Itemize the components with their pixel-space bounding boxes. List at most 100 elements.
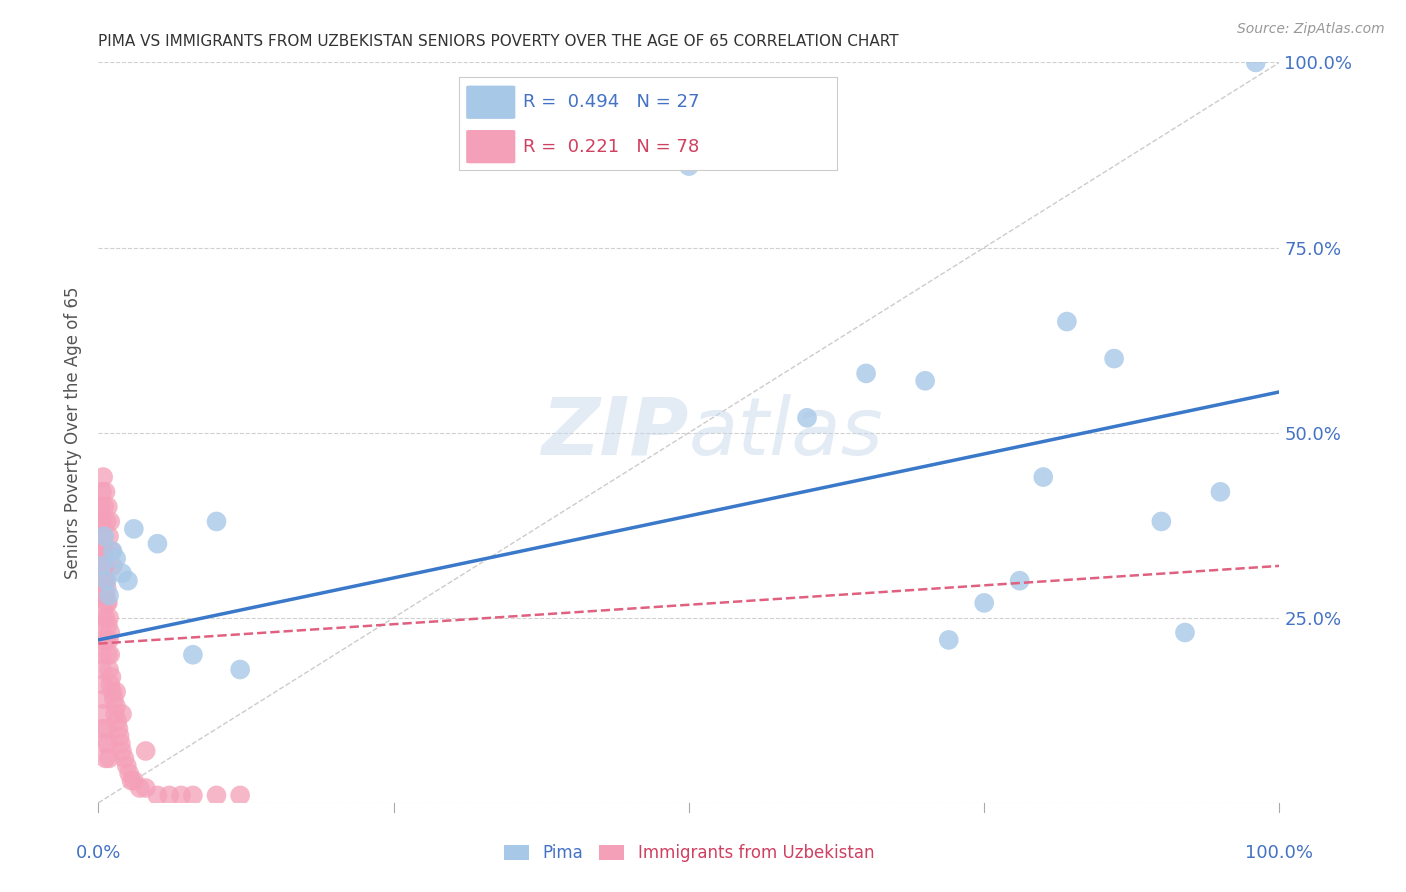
Point (121, 773, 143, 788)
Point (678, 159, 700, 173)
Point (146, 789, 169, 803)
Point (101, 544, 124, 558)
Text: ZIP: ZIP (541, 393, 689, 472)
Point (97, 737, 120, 751)
Point (98, 515, 121, 529)
Point (122, 773, 145, 788)
Point (91, 706, 114, 721)
Point (91, 515, 114, 529)
Text: atlas: atlas (689, 393, 884, 472)
Point (90, 500, 112, 514)
Point (94, 484, 117, 499)
Point (91, 529, 114, 543)
Point (973, 596, 995, 610)
Point (91, 529, 114, 543)
Point (105, 685, 128, 699)
Point (91, 470, 114, 484)
Point (229, 789, 252, 803)
Point (111, 744, 134, 758)
Point (111, 566, 134, 581)
Point (96, 596, 118, 610)
Point (91, 663, 114, 677)
Point (94, 751, 117, 765)
Point (96, 632, 118, 647)
Point (94, 574, 117, 588)
Point (101, 558, 124, 573)
Point (1209, 484, 1232, 499)
Point (98, 677, 121, 691)
Point (1102, 351, 1125, 366)
Legend: Pima, Immigrants from Uzbekistan: Pima, Immigrants from Uzbekistan (496, 838, 882, 869)
Point (91, 618, 114, 632)
Point (105, 699, 128, 714)
Point (1056, 314, 1078, 328)
Text: 100.0%: 100.0% (1246, 844, 1313, 862)
Point (181, 648, 204, 662)
Point (122, 522, 145, 536)
Point (105, 551, 128, 566)
Point (181, 789, 204, 803)
Point (1150, 515, 1173, 529)
Point (117, 574, 139, 588)
Point (100, 544, 122, 558)
Point (93, 500, 115, 514)
Point (101, 685, 124, 699)
Point (112, 751, 135, 765)
Point (91, 603, 114, 617)
Point (104, 706, 127, 721)
Point (108, 729, 131, 743)
Point (1032, 470, 1054, 484)
Point (96, 515, 118, 529)
Point (128, 780, 150, 795)
Point (97, 648, 120, 662)
Point (170, 789, 193, 803)
Point (94, 544, 117, 558)
Text: 0.0%: 0.0% (76, 844, 121, 862)
Point (914, 374, 936, 388)
Point (91, 558, 114, 573)
Point (98, 610, 121, 624)
Point (91, 484, 114, 499)
Point (93, 692, 115, 706)
Point (94, 589, 117, 603)
Point (98, 751, 121, 765)
Point (93, 529, 115, 543)
Point (91, 677, 114, 691)
Point (855, 367, 877, 381)
Point (103, 692, 125, 706)
Point (93, 574, 115, 588)
Point (90, 648, 112, 662)
Point (115, 758, 138, 772)
Point (205, 789, 228, 803)
Point (93, 558, 115, 573)
Text: PIMA VS IMMIGRANTS FROM UZBEKISTAN SENIORS POVERTY OVER THE AGE OF 65 CORRELATIO: PIMA VS IMMIGRANTS FROM UZBEKISTAN SENIO… (98, 34, 898, 49)
Point (111, 706, 134, 721)
Point (93, 574, 115, 588)
Point (118, 766, 141, 780)
Point (91, 722, 114, 736)
Point (107, 722, 129, 736)
Point (146, 536, 169, 550)
Point (135, 780, 157, 795)
Point (90, 515, 112, 529)
Point (97, 618, 120, 632)
Point (157, 789, 180, 803)
Point (91, 544, 114, 558)
Point (98, 663, 121, 677)
Point (98, 589, 121, 603)
Point (96, 581, 118, 595)
Point (98, 632, 121, 647)
Point (93, 544, 115, 558)
Point (105, 714, 128, 729)
Point (229, 663, 252, 677)
Point (97, 500, 120, 514)
Point (96, 722, 118, 736)
Point (98, 625, 121, 640)
Point (205, 515, 228, 529)
Point (1008, 574, 1031, 588)
Point (100, 670, 122, 684)
Text: Source: ZipAtlas.com: Source: ZipAtlas.com (1237, 22, 1385, 37)
Point (97, 596, 120, 610)
Point (90, 632, 112, 647)
Point (93, 589, 115, 603)
